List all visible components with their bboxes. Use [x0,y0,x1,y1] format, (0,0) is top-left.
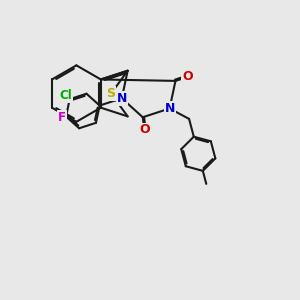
Text: Cl: Cl [59,89,72,102]
Text: N: N [164,102,175,115]
Text: N: N [117,92,127,105]
Text: O: O [182,70,193,83]
Text: O: O [139,123,150,136]
Text: F: F [58,111,66,124]
Text: S: S [106,87,116,100]
